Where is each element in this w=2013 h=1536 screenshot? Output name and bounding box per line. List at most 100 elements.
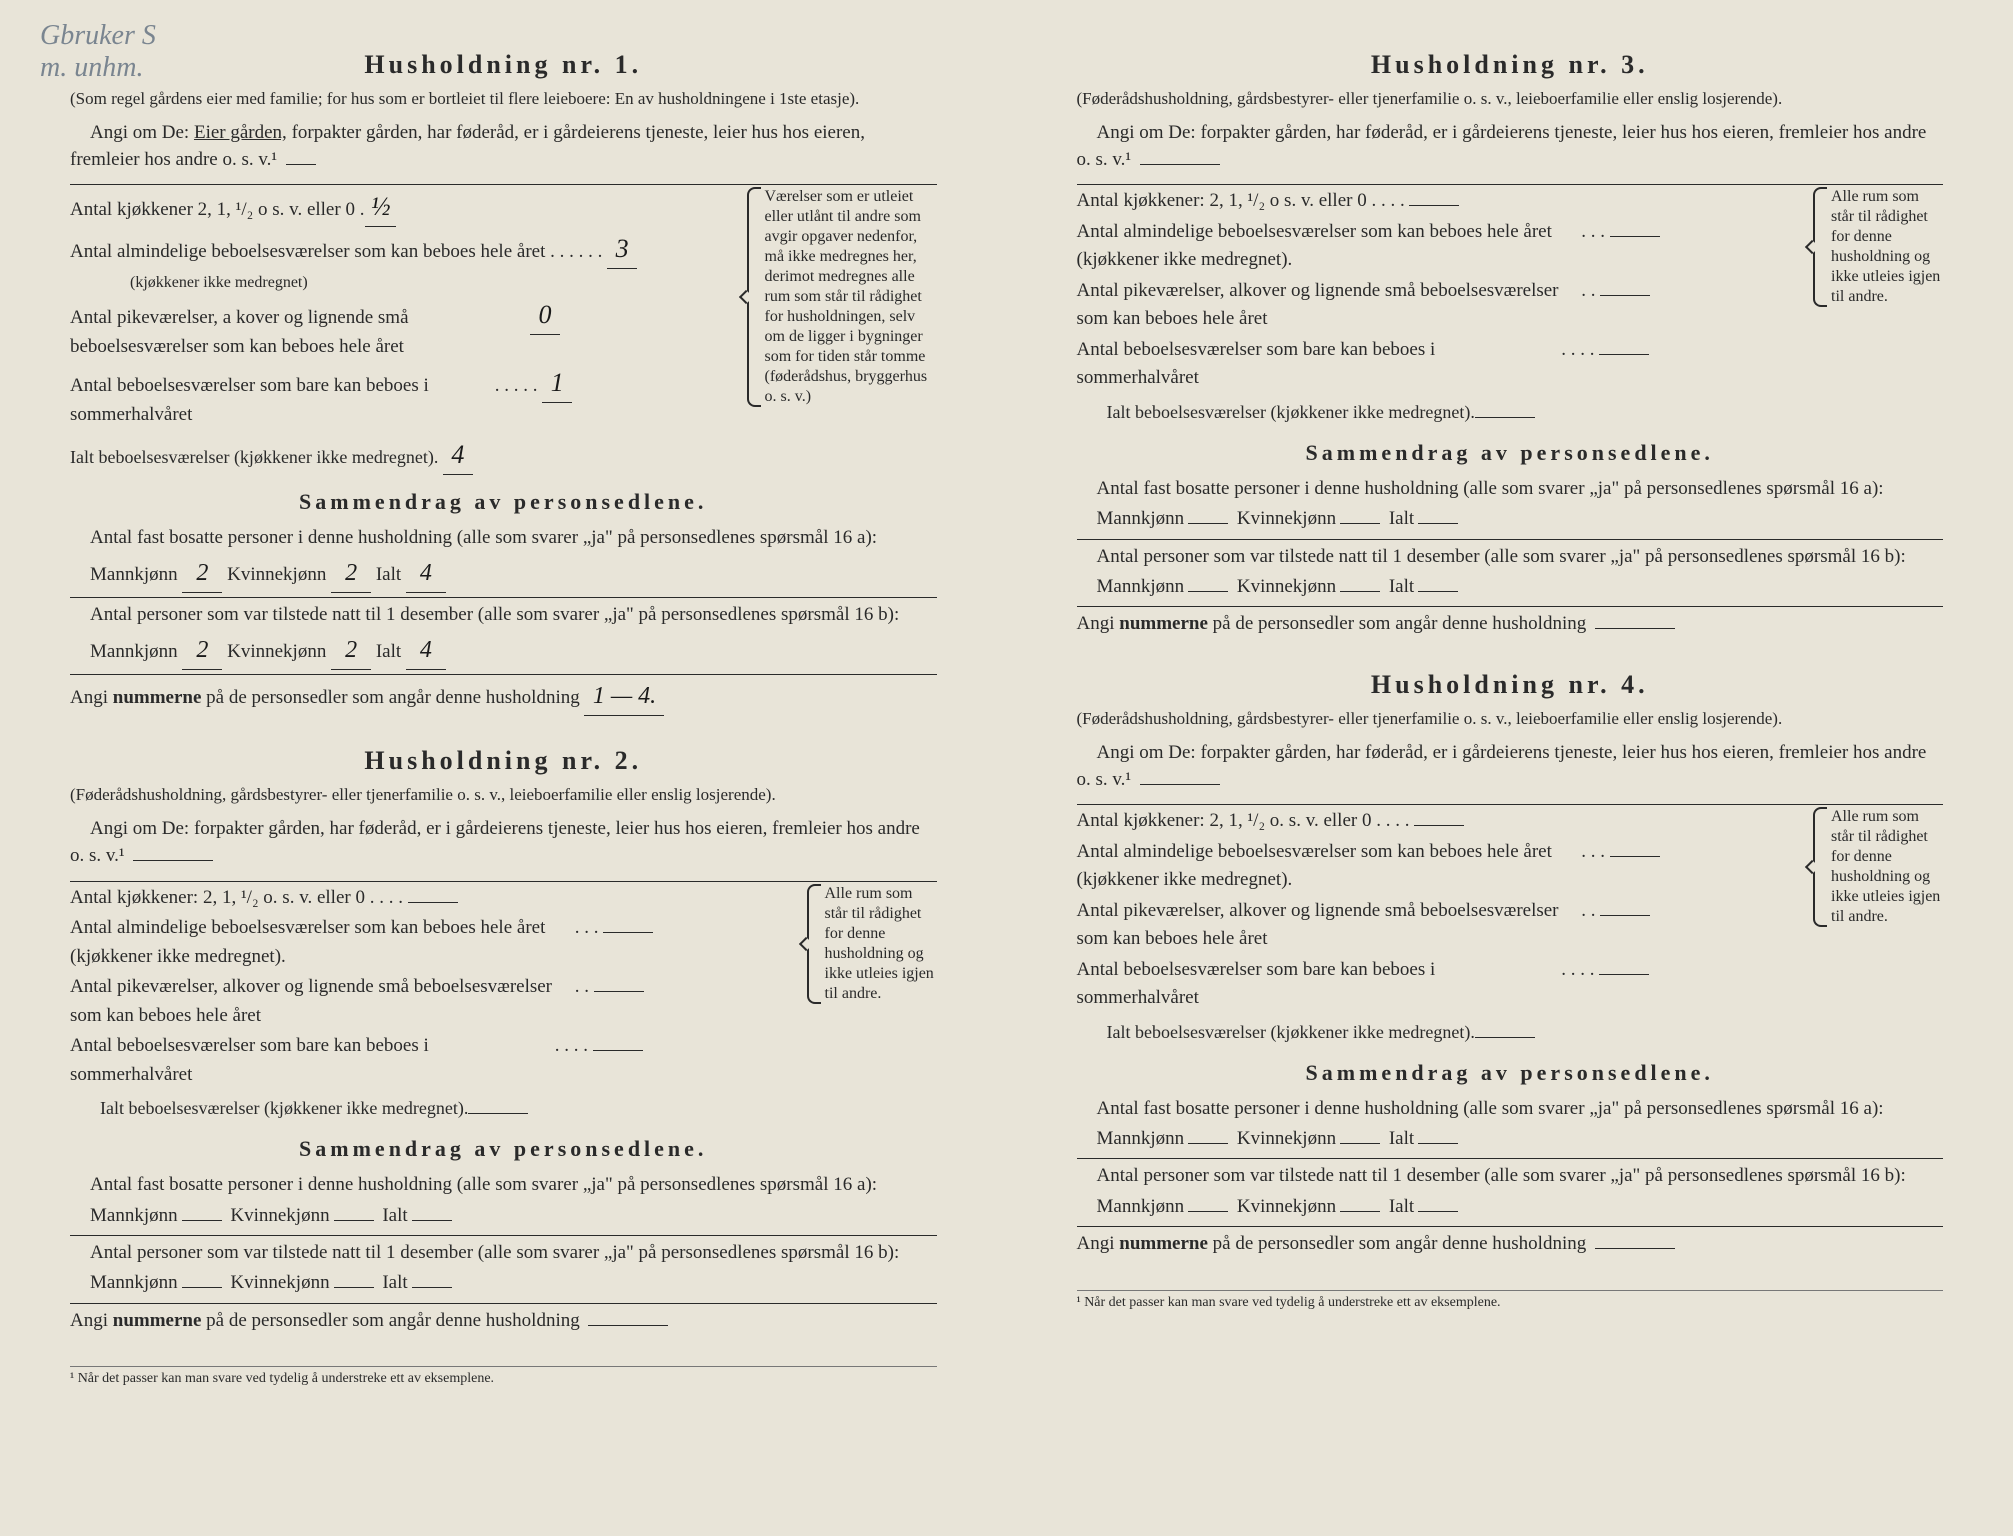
hh3-sidebar: Alle rum som står til rådighet for denne… [1813, 187, 1943, 307]
q3: Antal pikeværelser, alkover og lignende … [1077, 897, 1799, 954]
t: Antal almindelige beboelsesværelser som … [1077, 838, 1577, 895]
q-summer: Antal beboelsesværelser som bare kan beb… [70, 1032, 792, 1089]
q2: Antal almindelige beboelsesværelser som … [1077, 218, 1799, 275]
s2-k-label: Kvinnekjønn [227, 641, 326, 662]
t: Antal beboelsesværelser som bare kan beb… [1077, 336, 1557, 393]
q-rooms: Antal almindelige beboelsesværelser som … [70, 914, 792, 971]
blank [1340, 1125, 1380, 1144]
r: på de personsedler som angår denne husho… [1213, 1233, 1587, 1254]
blank [412, 1269, 452, 1288]
angi-underlined: Eier gården, [194, 122, 287, 143]
blank [1188, 573, 1228, 592]
q-kitchen: Antal kjøkkener 2, 1, ¹/₂ o s. v. eller … [70, 187, 732, 227]
q-servant: Antal pikeværelser, alkover og lignende … [70, 973, 792, 1030]
brace-icon [747, 187, 761, 407]
t: Antal kjøkkener: 2, 1, ¹/₂ o s. v. eller… [1077, 187, 1367, 216]
blank [1418, 573, 1458, 592]
q-servant: Antal pikeværelser, a kover og lignende … [70, 295, 732, 361]
blank [1600, 277, 1650, 296]
q4-answer: 1 [542, 363, 572, 403]
s1-i: 4 [406, 554, 446, 593]
s1-k-label: Kvinnekjønn [227, 564, 326, 585]
t: Antal beboelsesværelser som bare kan beb… [1077, 956, 1557, 1013]
blank [1140, 766, 1220, 785]
hh1-summary-title: Sammendrag av personsedlene. [70, 489, 937, 515]
s2-line: Antal personer som var tilstede natt til… [90, 1238, 937, 1299]
il: Ialt [1389, 576, 1414, 597]
blank [1140, 146, 1220, 165]
q3: Antal pikeværelser, alkover og lignende … [70, 973, 570, 1030]
q4: Antal beboelsesværelser som bare kan beb… [1077, 336, 1799, 393]
s1-line: Antal fast bosatte personer i denne hush… [90, 1170, 937, 1231]
q2: Antal almindelige beboelsesværelser som … [70, 914, 570, 971]
hh3-title: Husholdning nr. 3. [1077, 50, 1944, 80]
hh1-subtitle: (Som regel gårdens eier med familie; for… [70, 88, 937, 110]
q2-note: (kjøkkener ikke medregnet) [130, 271, 732, 295]
document-container: Gbruker S m. unhm. Husholdning nr. 1. (S… [30, 30, 1983, 1506]
qt: Ialt beboelsesværelser (kjøkkener ikke m… [1107, 1019, 1799, 1046]
s2: Antal personer som var tilstede natt til… [1097, 542, 1944, 603]
blank [182, 1269, 222, 1288]
hh2-questions-block: Antal kjøkkener: 2, 1, ¹/₂ o. s. v. elle… [70, 884, 937, 1123]
blank [334, 1202, 374, 1221]
s3-bold: nummerne [113, 687, 202, 708]
sidebar-text: Alle rum som står til rådighet for denne… [825, 885, 934, 1002]
r: på de personsedler som angår denne husho… [1213, 613, 1587, 634]
t: Alle rum som står til rådighet for denne… [1831, 808, 1940, 925]
blank [1340, 573, 1380, 592]
s1-i-label: Ialt [376, 564, 401, 585]
household-3: Husholdning nr. 3. (Føderådshusholdning,… [1077, 50, 1944, 640]
hh3-angi: Angi om De: forpakter gården, har føderå… [1077, 120, 1944, 172]
hh4-subtitle: (Føderådshusholdning, gårdsbestyrer- ell… [1077, 708, 1944, 730]
blank [1409, 187, 1459, 206]
s3-label: Angi [70, 687, 108, 708]
hh1-questions-block: Antal kjøkkener 2, 1, ¹/₂ o s. v. eller … [70, 187, 937, 475]
blank [1418, 1193, 1458, 1212]
s3l: Angi [70, 1310, 108, 1331]
q-total: Ialt beboelsesværelser (kjøkkener ikke m… [100, 1095, 792, 1122]
ialt: Ialt beboelsesværelser (kjøkkener ikke m… [100, 1095, 468, 1122]
household-2: Husholdning nr. 2. (Føderådshusholdning,… [70, 746, 937, 1336]
hh4-st: Sammendrag av personsedlene. [1077, 1060, 1944, 1086]
blank [1610, 838, 1660, 857]
q1: Antal kjøkkener: 2, 1, ¹/₂ o s. v. eller… [1077, 187, 1799, 216]
blank [1600, 897, 1650, 916]
hh3-summary: Antal fast bosatte personer i denne hush… [1077, 474, 1944, 640]
hh4-summary: Antal fast bosatte personer i denne hush… [1077, 1094, 1944, 1260]
q1: Antal kjøkkener: 2, 1, ¹/₂ o. s. v. elle… [70, 884, 365, 913]
q-rooms: Antal almindelige beboelsesværelser som … [70, 229, 732, 295]
q1-text: Antal kjøkkener 2, 1, ¹/₂ o s. v. eller … [70, 196, 355, 225]
q4-text: Antal beboelsesværelser som bare kan beb… [70, 372, 490, 429]
b: nummerne [1119, 1233, 1208, 1254]
left-page: Gbruker S m. unhm. Husholdning nr. 1. (S… [30, 30, 977, 1506]
s3-line: Angi nummerne på de personsedler som ang… [70, 1306, 937, 1336]
l: Angi [1077, 613, 1115, 634]
qt: Ialt beboelsesværelser (kjøkkener ikke m… [1107, 399, 1799, 426]
hh2-summary-title: Sammendrag av personsedlene. [70, 1136, 937, 1162]
footnote-right: ¹ Når det passer kan man svare ved tydel… [1077, 1290, 1944, 1311]
blank [1595, 1230, 1675, 1249]
hh3-qb: Antal kjøkkener: 2, 1, ¹/₂ o s. v. eller… [1077, 187, 1944, 426]
q-summer: Antal beboelsesværelser som bare kan beb… [70, 363, 732, 429]
hh3-q: Antal kjøkkener: 2, 1, ¹/₂ o s. v. eller… [1077, 187, 1799, 426]
hh4-qb: Antal kjøkkener: 2, 1, ¹/₂ o. s. v. elle… [1077, 807, 1944, 1046]
kl: Kvinnekjønn [230, 1205, 329, 1226]
ialt-answer: 4 [443, 435, 473, 475]
s2-line: Antal personer som var tilstede natt til… [90, 600, 937, 670]
hh2-sidebar: Alle rum som står til rådighet for denne… [807, 884, 937, 1004]
s1-k: 2 [331, 554, 371, 593]
footnote-left: ¹ Når det passer kan man svare ved tydel… [70, 1366, 937, 1387]
blank [1610, 218, 1660, 237]
kl: Kvinnekjønn [1237, 1128, 1336, 1149]
angi-rest: forpakter gården, har føderåd, er i gård… [70, 122, 865, 170]
s3: Angi nummerne på de personsedler som ang… [1077, 1229, 1944, 1259]
s2: Antal personer som var tilstede natt til… [1097, 1161, 1944, 1222]
s3: Angi nummerne på de personsedler som ang… [1077, 609, 1944, 639]
hh4-angi: Angi om De: forpakter gården, har føderå… [1077, 740, 1944, 792]
brace-icon [1813, 187, 1827, 307]
blank [603, 914, 653, 933]
s2-m: 2 [182, 631, 222, 670]
s2-i: 4 [406, 631, 446, 670]
q1: Antal kjøkkener: 2, 1, ¹/₂ o. s. v. elle… [1077, 807, 1799, 836]
t: Ialt beboelsesværelser (kjøkkener ikke m… [1107, 399, 1475, 426]
